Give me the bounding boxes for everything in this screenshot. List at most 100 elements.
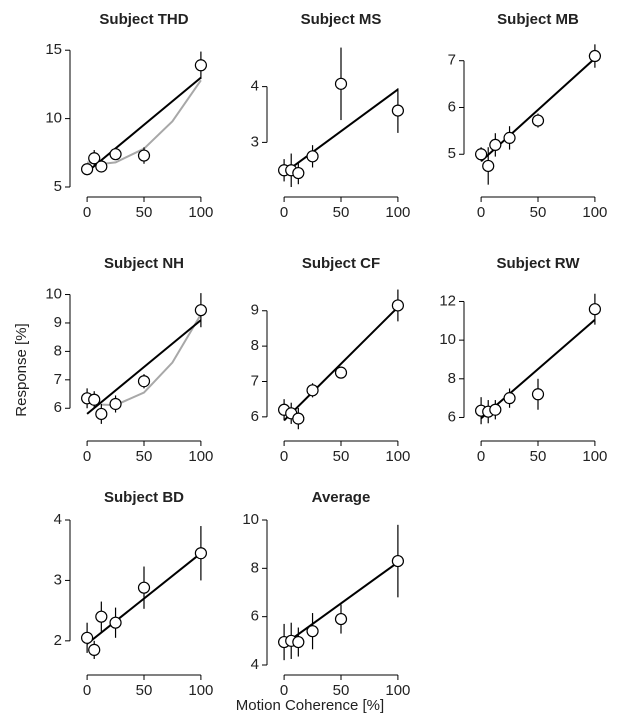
x-tick-label: 50 <box>136 448 153 465</box>
x-tick-label: 0 <box>83 448 91 465</box>
data-point <box>306 384 319 397</box>
y-tick-label: 3 <box>54 571 62 588</box>
y-tick-label: 10 <box>45 285 62 302</box>
y-tick-label: 10 <box>45 110 62 127</box>
quadratic-fit <box>101 313 202 407</box>
x-tick-label: 100 <box>188 204 213 221</box>
x-tick-label: 100 <box>188 448 213 465</box>
y-tick-label: 6 <box>251 408 259 425</box>
y-tick-label: 6 <box>448 98 456 115</box>
data-point <box>306 625 319 638</box>
y-tick-label: 7 <box>251 372 259 389</box>
x-tick-label: 100 <box>582 204 607 221</box>
x-tick-label: 100 <box>385 204 410 221</box>
x-tick-label: 100 <box>385 682 410 699</box>
data-point <box>292 166 305 180</box>
data-point <box>475 148 488 161</box>
data-point <box>95 610 108 623</box>
x-tick-label: 100 <box>188 682 213 699</box>
data-point <box>109 148 122 161</box>
data-point <box>88 393 101 406</box>
linear-fit <box>86 319 202 415</box>
data-point <box>292 412 305 425</box>
x-tick-label: 50 <box>333 682 350 699</box>
y-tick-label: 2 <box>54 632 62 649</box>
y-tick-label: 5 <box>448 145 456 162</box>
x-tick-label: 0 <box>280 682 288 699</box>
data-point <box>391 104 404 117</box>
y-tick-label: 10 <box>439 331 456 348</box>
x-tick-label: 50 <box>136 204 153 221</box>
data-point <box>391 554 404 568</box>
data-point <box>137 149 151 162</box>
y-tick-label: 5 <box>54 178 62 195</box>
panel-title: Subject RW <box>496 255 580 272</box>
panel-title: Subject BD <box>104 489 184 506</box>
data-point <box>81 163 94 176</box>
y-axis-label: Response [%] <box>13 323 30 416</box>
data-point <box>334 366 348 379</box>
linear-fit <box>283 88 399 174</box>
data-point <box>503 392 516 405</box>
x-tick-label: 0 <box>280 204 288 221</box>
y-tick-label: 3 <box>251 133 259 150</box>
data-point <box>109 616 122 629</box>
panel-title: Average <box>312 489 371 506</box>
data-point <box>489 138 502 152</box>
y-tick-label: 6 <box>448 408 456 425</box>
data-point <box>588 303 601 316</box>
x-tick-label: 0 <box>83 682 91 699</box>
y-tick-label: 8 <box>251 337 259 354</box>
data-point <box>489 403 502 416</box>
panel-title: Subject MS <box>301 11 382 28</box>
data-point <box>531 114 545 127</box>
linear-fit <box>283 561 399 646</box>
data-point <box>334 612 348 626</box>
y-tick-label: 8 <box>54 342 62 359</box>
linear-fit <box>283 306 399 422</box>
data-point <box>292 635 305 649</box>
x-tick-label: 0 <box>477 204 485 221</box>
y-tick-label: 9 <box>54 314 62 331</box>
data-point <box>503 131 516 144</box>
x-tick-label: 50 <box>136 682 153 699</box>
x-axis-label: Motion Coherence [%] <box>236 697 384 714</box>
y-tick-label: 6 <box>251 608 259 625</box>
x-tick-label: 50 <box>333 204 350 221</box>
y-tick-label: 9 <box>251 302 259 319</box>
y-tick-label: 6 <box>54 399 62 416</box>
y-tick-label: 4 <box>251 78 259 95</box>
x-tick-label: 100 <box>385 448 410 465</box>
y-tick-label: 15 <box>45 41 62 58</box>
y-tick-label: 8 <box>448 370 456 387</box>
y-tick-label: 10 <box>242 511 259 528</box>
data-point <box>194 547 207 560</box>
data-point <box>88 643 101 656</box>
linear-fit <box>86 76 202 173</box>
x-tick-label: 100 <box>582 448 607 465</box>
panel-title: Subject NH <box>104 255 184 272</box>
data-point <box>95 407 108 421</box>
x-tick-label: 0 <box>280 448 288 465</box>
linear-fit <box>480 319 596 420</box>
x-tick-label: 50 <box>333 448 350 465</box>
data-point <box>95 160 108 173</box>
x-tick-label: 0 <box>83 204 91 221</box>
x-tick-label: 50 <box>530 204 547 221</box>
data-point <box>194 304 207 317</box>
y-tick-label: 7 <box>448 52 456 69</box>
panel-title: Subject THD <box>99 11 188 28</box>
y-tick-label: 12 <box>439 292 456 309</box>
data-point <box>109 397 122 411</box>
data-point <box>137 581 151 594</box>
y-tick-label: 4 <box>251 656 259 673</box>
x-tick-label: 0 <box>477 448 485 465</box>
data-point <box>306 150 319 163</box>
panel-title: Subject MB <box>497 11 579 28</box>
data-point <box>482 159 495 173</box>
data-point <box>531 388 545 401</box>
x-tick-label: 50 <box>530 448 547 465</box>
data-point <box>137 375 151 388</box>
data-point <box>588 49 601 63</box>
